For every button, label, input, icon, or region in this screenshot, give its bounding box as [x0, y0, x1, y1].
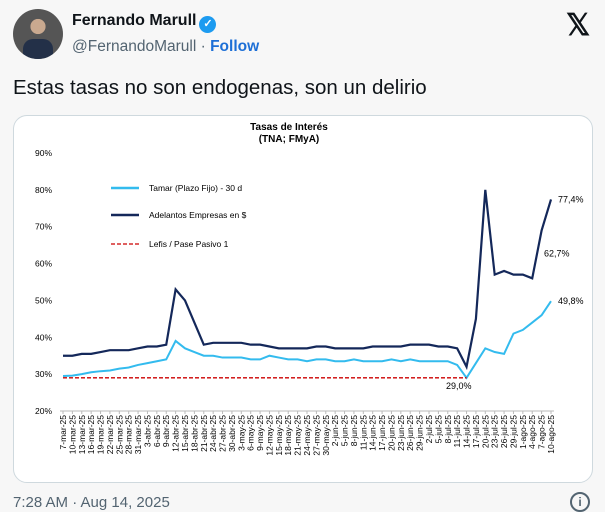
x-tick-label: 5-jun-25	[340, 415, 350, 446]
info-icon[interactable]: i	[570, 492, 590, 512]
x-tick-label: 24-may-25	[302, 415, 312, 456]
legend-label: Lefis / Pase Pasivo 1	[149, 239, 229, 249]
x-tick-label: 27-abr-25	[218, 415, 228, 452]
x-tick-label: 18-abr-25	[189, 415, 199, 452]
x-tick-label: 9-abr-25	[161, 415, 171, 447]
x-tick-label: 6-abr-25	[152, 415, 162, 447]
x-tick-label: 15-abr-25	[180, 415, 190, 452]
data-label: 62,7%	[544, 249, 570, 259]
x-tick-label: 20-jun-25	[386, 415, 396, 451]
x-tick-label: 14-jul-25	[462, 415, 472, 448]
y-tick-label: 80%	[35, 185, 52, 195]
x-tick-label: 16-mar-25	[86, 415, 96, 454]
tweet-text: Estas tasas no son endogenas, son un del…	[13, 76, 427, 99]
y-tick-label: 70%	[35, 222, 52, 232]
verified-check-icon: ✓	[199, 16, 217, 33]
handle-line: @FernandoMarull · Follow	[72, 38, 259, 56]
follow-button[interactable]: Follow	[210, 38, 260, 55]
x-tick-label: 9-may-25	[255, 415, 265, 451]
y-tick-label: 40%	[35, 332, 52, 342]
x-tick-label: 3-may-25	[236, 415, 246, 451]
x-tick-label: 13-mar-25	[77, 415, 87, 454]
y-tick-label: 30%	[35, 369, 52, 379]
x-tick-label: 15-may-25	[274, 415, 284, 456]
x-tick-label: 30-may-25	[321, 415, 331, 456]
x-tick-label: 12-abr-25	[171, 415, 181, 452]
avatar[interactable]	[13, 9, 63, 59]
legend-label: Tamar (Plazo Fijo) - 30 d	[149, 183, 242, 193]
x-tick-label: 21-may-25	[293, 415, 303, 456]
data-label: 49,8%	[558, 296, 584, 306]
x-tick-label: 21-abr-25	[199, 415, 209, 452]
x-tick-label: 26-jul-25	[499, 415, 509, 448]
chart-title: Tasas de Interés	[250, 122, 328, 133]
x-tick-label: 19-mar-25	[96, 415, 106, 454]
x-tick-label: 25-mar-25	[114, 415, 124, 454]
interest-rate-chart: Tasas de Interés (TNA; FMyA) 20% 30% 40% 50…	[35, 122, 584, 456]
legend-label: Adelantos Empresas en $	[149, 210, 247, 220]
y-tick-label: 50%	[35, 295, 52, 305]
x-tick-label: 2-jun-25	[330, 415, 340, 446]
x-tick-label: 22-mar-25	[105, 415, 115, 454]
separator: ·	[200, 38, 206, 55]
x-tick-label: 18-may-25	[283, 415, 293, 456]
x-tick-label: 27-may-25	[311, 415, 321, 456]
y-tick-label: 20%	[35, 406, 52, 416]
y-tick-label: 90%	[35, 148, 52, 158]
series-line-1	[63, 189, 553, 371]
data-label: 29,0%	[446, 381, 472, 391]
x-tick-label: 2-jul-25	[424, 415, 434, 444]
author-name-text[interactable]: Fernando Marull	[72, 12, 197, 29]
x-tick-label: 31-mar-25	[133, 415, 143, 454]
author-name[interactable]: Fernando Marull ✓	[72, 12, 217, 33]
x-tick-label: 10-mar-25	[67, 415, 77, 454]
x-tick-label: 29-jun-25	[415, 415, 425, 451]
x-tick-label: 23-jun-25	[396, 415, 406, 451]
author-handle[interactable]: @FernandoMarull	[72, 38, 197, 55]
series-line-0	[62, 300, 552, 380]
x-tick-label: 29-jul-25	[508, 415, 518, 448]
x-tick-label: 7-mar-25	[58, 415, 68, 450]
x-tick-label: 20-jul-25	[480, 415, 490, 448]
x-tick-label: 26-jun-25	[405, 415, 415, 451]
chart-subtitle: (TNA; FMyA)	[259, 134, 320, 145]
x-tick-label: 3-abr-25	[142, 415, 152, 447]
x-tick-label: 23-jul-25	[490, 415, 500, 448]
x-tick-label: 17-jun-25	[377, 415, 387, 451]
x-tick-label: 17-jul-25	[471, 415, 481, 448]
x-tick-label: 8-jun-25	[349, 415, 359, 446]
x-tick-label: 24-abr-25	[208, 415, 218, 452]
x-tick-label: 30-abr-25	[227, 415, 237, 452]
x-tick-label: 6-may-25	[246, 415, 256, 451]
timestamp[interactable]: 7:28 AM · Aug 14, 2025	[13, 494, 170, 511]
x-tick-label: 11-jul-25	[452, 415, 462, 448]
x-tick-label: 14-jun-25	[368, 415, 378, 451]
data-label: 77,4%	[558, 194, 584, 204]
x-tick-label: 10-ago-25	[546, 415, 556, 454]
x-tick-label: 28-mar-25	[124, 415, 134, 454]
x-tick-label: 4-ago-25	[527, 415, 537, 449]
x-tick-label: 1-ago-25	[518, 415, 528, 449]
y-tick-label: 60%	[35, 259, 52, 269]
x-tick-label: 7-ago-25	[537, 415, 547, 449]
x-logo-icon[interactable]: 𝕏	[566, 9, 591, 42]
x-tick-label: 12-may-25	[264, 415, 274, 456]
x-tick-label: 5-jul-25	[433, 415, 443, 444]
x-tick-label: 11-jun-25	[358, 415, 368, 451]
x-tick-label: 8-jul-25	[443, 415, 453, 444]
chart-image[interactable]: Tasas de Interés (TNA; FMyA) 20% 30% 40% 50…	[13, 115, 593, 483]
